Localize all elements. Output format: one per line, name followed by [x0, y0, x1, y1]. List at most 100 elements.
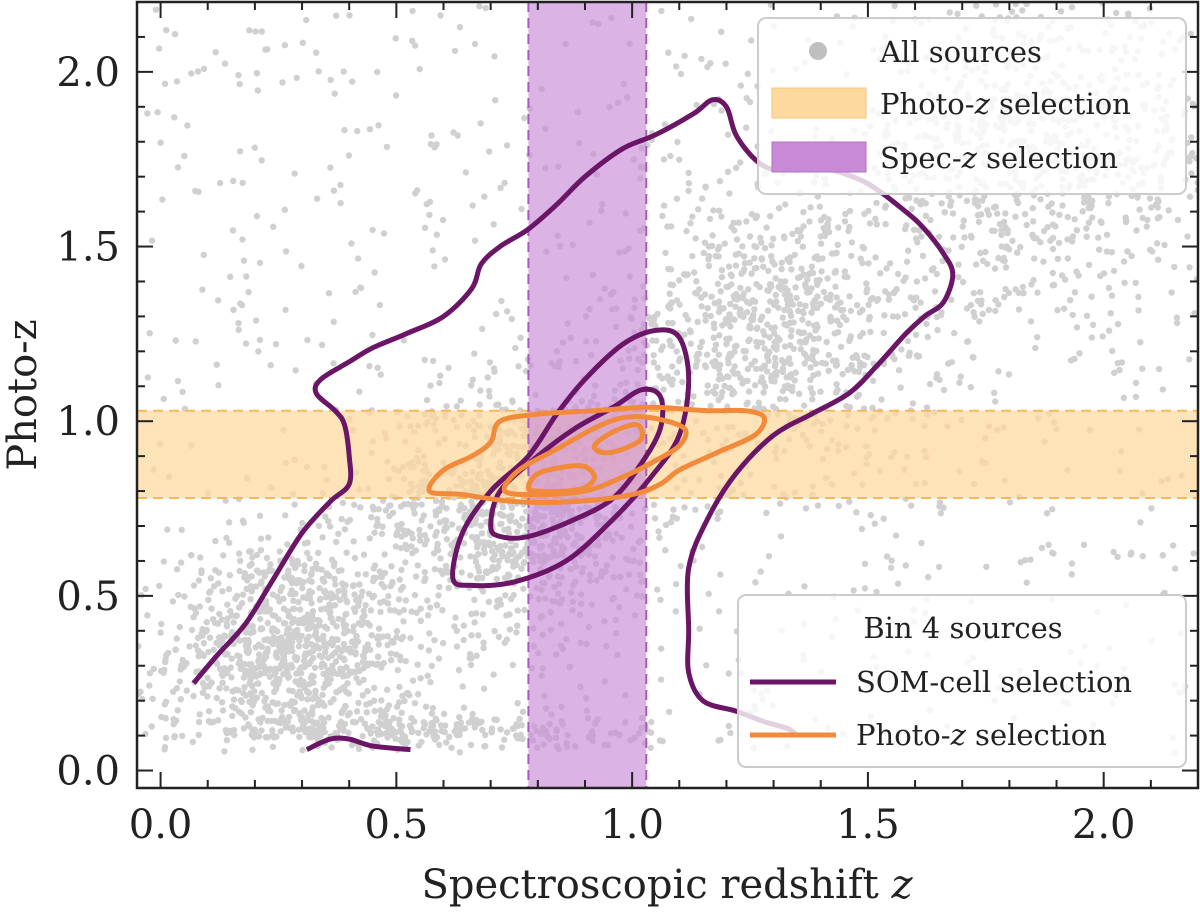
data-point [408, 725, 414, 731]
data-point [1136, 206, 1142, 212]
data-point [992, 398, 998, 404]
data-point [804, 289, 810, 295]
data-point [327, 164, 333, 170]
data-point [473, 610, 479, 616]
data-point [817, 204, 823, 210]
data-point [867, 220, 873, 226]
data-point [803, 284, 809, 290]
data-point [254, 213, 260, 219]
data-point [385, 593, 391, 599]
data-point [945, 247, 951, 253]
data-point [716, 608, 722, 614]
data-point [257, 654, 263, 660]
data-point [265, 620, 271, 626]
data-point [381, 660, 387, 666]
data-point [864, 286, 870, 292]
data-point [279, 79, 285, 85]
data-point [868, 512, 874, 518]
data-point [919, 198, 925, 204]
data-point [1089, 198, 1095, 204]
legend-swatch-specz-band [772, 142, 866, 172]
data-point [289, 575, 295, 581]
data-point [247, 563, 253, 569]
data-point [661, 202, 667, 208]
data-point [1073, 269, 1079, 275]
data-point [824, 275, 830, 281]
data-point [862, 561, 868, 567]
data-point [291, 708, 297, 714]
data-point [964, 198, 970, 204]
data-point [319, 342, 325, 348]
data-point [438, 722, 444, 728]
data-point [796, 391, 802, 397]
data-point [208, 606, 214, 612]
data-point [713, 342, 719, 348]
data-point [849, 239, 855, 245]
data-point [360, 659, 366, 665]
data-point [911, 297, 917, 303]
data-point [670, 282, 676, 288]
data-point [762, 245, 768, 251]
data-point [668, 266, 674, 272]
data-point [685, 188, 691, 194]
data-point [673, 581, 679, 587]
data-point [330, 360, 336, 366]
data-point [258, 536, 264, 542]
data-point [511, 592, 517, 598]
data-point [779, 284, 785, 290]
data-point [826, 352, 832, 358]
data-point [430, 723, 436, 729]
data-point [797, 301, 803, 307]
data-point [1121, 258, 1127, 264]
data-point [228, 664, 234, 670]
data-point [282, 307, 288, 313]
data-point [770, 404, 776, 410]
data-point [902, 311, 908, 317]
data-point [298, 693, 304, 699]
data-point [459, 569, 465, 575]
data-point [861, 362, 867, 368]
data-point [144, 612, 150, 618]
data-point [861, 245, 867, 251]
data-point [787, 361, 793, 367]
data-point [265, 534, 271, 540]
data-point [751, 306, 757, 312]
data-point [498, 521, 504, 527]
data-point [881, 312, 887, 318]
data-point [263, 695, 269, 701]
data-point [364, 709, 370, 715]
data-point [827, 318, 833, 324]
data-point [914, 239, 920, 245]
data-point [254, 567, 260, 573]
data-point [421, 725, 427, 731]
data-point [669, 363, 675, 369]
data-point [263, 602, 269, 608]
data-point [171, 721, 177, 727]
data-point [369, 594, 375, 600]
y-tick-label: 1.0 [56, 399, 120, 445]
data-point [356, 581, 362, 587]
data-point [356, 389, 362, 395]
data-point [687, 329, 693, 335]
data-point [760, 264, 766, 270]
data-point [719, 267, 725, 273]
data-point [216, 611, 222, 617]
data-point [181, 593, 187, 599]
data-point [257, 260, 263, 266]
data-point [429, 663, 435, 669]
data-point [753, 281, 759, 287]
data-point [377, 707, 383, 713]
data-point [354, 128, 360, 134]
data-point [853, 352, 859, 358]
data-point [198, 567, 204, 573]
data-point [807, 364, 813, 370]
data-point [499, 553, 505, 559]
data-point [970, 354, 976, 360]
data-point [252, 727, 258, 733]
data-point [146, 682, 152, 688]
data-point [418, 618, 424, 624]
data-point [286, 674, 292, 680]
data-point [304, 337, 310, 343]
data-point [343, 664, 349, 670]
data-point [355, 571, 361, 577]
